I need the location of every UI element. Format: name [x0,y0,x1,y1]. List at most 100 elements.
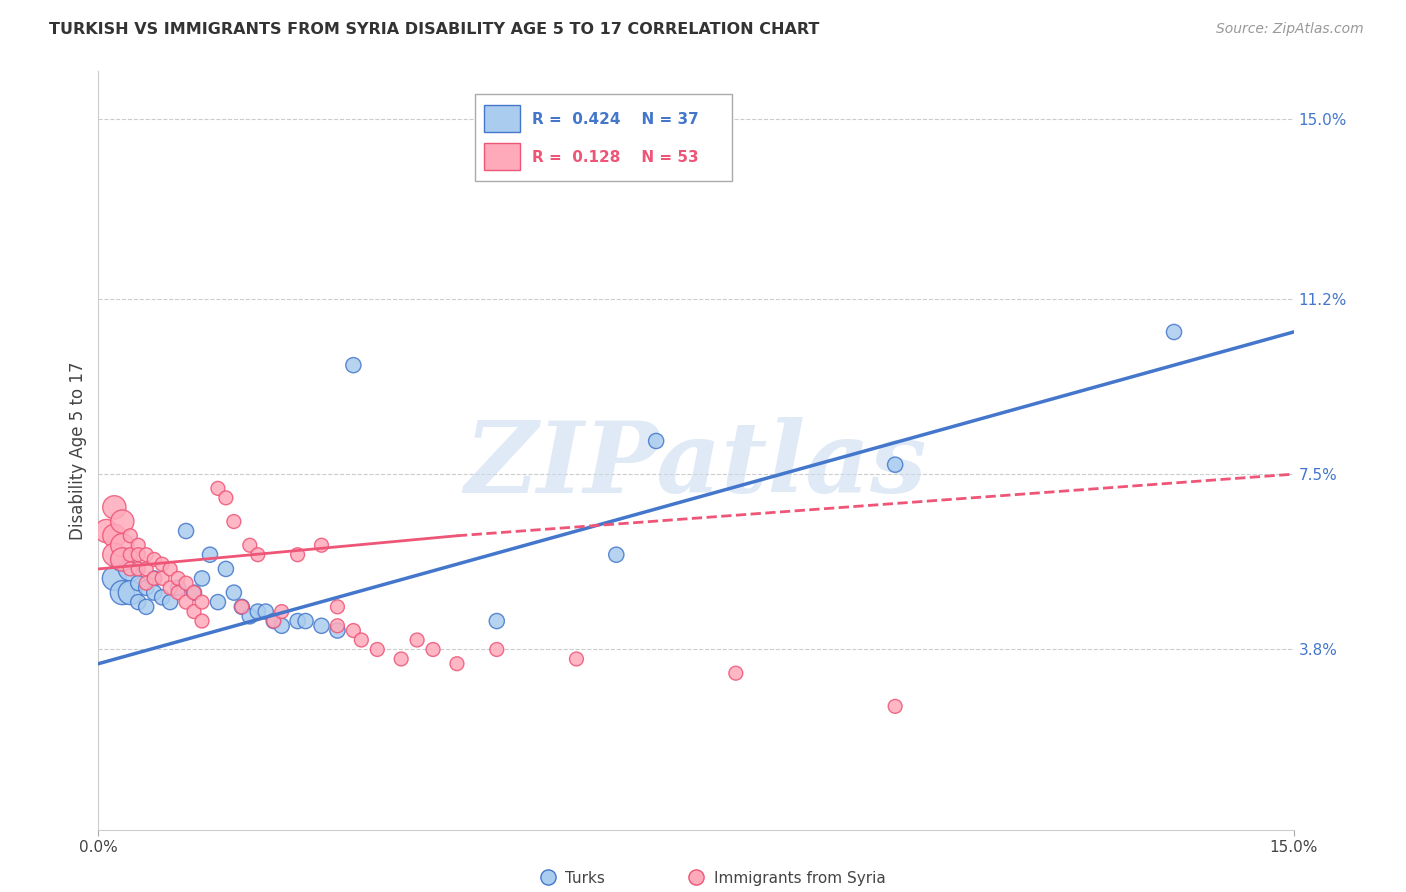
Text: Immigrants from Syria: Immigrants from Syria [714,871,886,887]
Point [222,515,245,529]
Point [565,652,588,666]
Point [350,633,373,648]
Point [263,614,285,628]
Point [485,642,508,657]
Point [207,482,229,496]
Point [254,605,277,619]
Point [159,562,181,576]
Point [103,548,125,562]
Y-axis label: Disability Age 5 to 17: Disability Age 5 to 17 [69,361,87,540]
FancyBboxPatch shape [485,144,520,170]
Point [231,599,253,614]
Point [724,666,747,681]
Point [167,581,190,595]
Point [120,585,142,599]
Point [246,548,269,562]
Point [135,576,157,591]
Point [342,624,364,638]
Point [366,642,388,657]
Point [294,614,316,628]
Point [150,557,173,572]
Point [326,599,349,614]
Point [135,548,157,562]
Point [326,624,349,638]
Point [120,548,142,562]
Point [159,581,181,595]
Point [239,538,262,552]
Point [406,633,429,648]
Point [270,619,292,633]
Point [191,571,214,585]
Point [311,619,333,633]
Point [446,657,468,671]
Point [287,548,309,562]
Point [342,358,364,372]
Point [183,585,205,599]
Point [263,614,285,628]
Point [120,562,142,576]
Point [159,595,181,609]
Point [183,605,205,619]
Point [198,548,221,562]
Point [231,599,253,614]
Point [143,552,166,566]
Point [103,500,125,515]
Point [167,571,190,585]
Point [127,538,149,552]
Point [422,642,444,657]
Point [135,581,157,595]
Point [246,605,269,619]
Point [150,591,173,605]
Point [103,529,125,543]
Point [270,605,292,619]
Point [135,599,157,614]
Point [135,562,157,576]
Point [222,585,245,599]
Point [143,571,166,585]
Point [127,595,149,609]
Point [605,548,627,562]
Point [127,548,149,562]
Point [207,595,229,609]
Point [167,585,190,599]
Point [645,434,668,448]
Point [150,571,173,585]
Point [120,529,142,543]
Point [215,491,238,505]
Point [143,571,166,585]
Text: ZIPatlas: ZIPatlas [465,417,927,514]
Point [111,515,134,529]
Text: R =  0.128    N = 53: R = 0.128 N = 53 [533,150,699,164]
Point [326,619,349,633]
Point [127,562,149,576]
Point [884,458,907,472]
Point [215,562,238,576]
Point [96,524,118,538]
Point [174,524,197,538]
Point [111,552,134,566]
Point [111,552,134,566]
Point [174,576,197,591]
Point [111,585,134,599]
Point [191,614,214,628]
Point [485,614,508,628]
Point [1163,325,1185,339]
Point [103,571,125,585]
Text: Source: ZipAtlas.com: Source: ZipAtlas.com [1216,22,1364,37]
FancyBboxPatch shape [485,105,520,132]
Point [884,699,907,714]
Text: R =  0.424    N = 37: R = 0.424 N = 37 [533,112,699,127]
Point [120,562,142,576]
Point [389,652,412,666]
Point [239,609,262,624]
Text: Turks: Turks [565,871,605,887]
Point [127,576,149,591]
Point [174,595,197,609]
FancyBboxPatch shape [475,95,733,181]
Point [111,538,134,552]
Point [287,614,309,628]
Point [183,585,205,599]
Point [311,538,333,552]
Point [191,595,214,609]
Text: TURKISH VS IMMIGRANTS FROM SYRIA DISABILITY AGE 5 TO 17 CORRELATION CHART: TURKISH VS IMMIGRANTS FROM SYRIA DISABIL… [49,22,820,37]
